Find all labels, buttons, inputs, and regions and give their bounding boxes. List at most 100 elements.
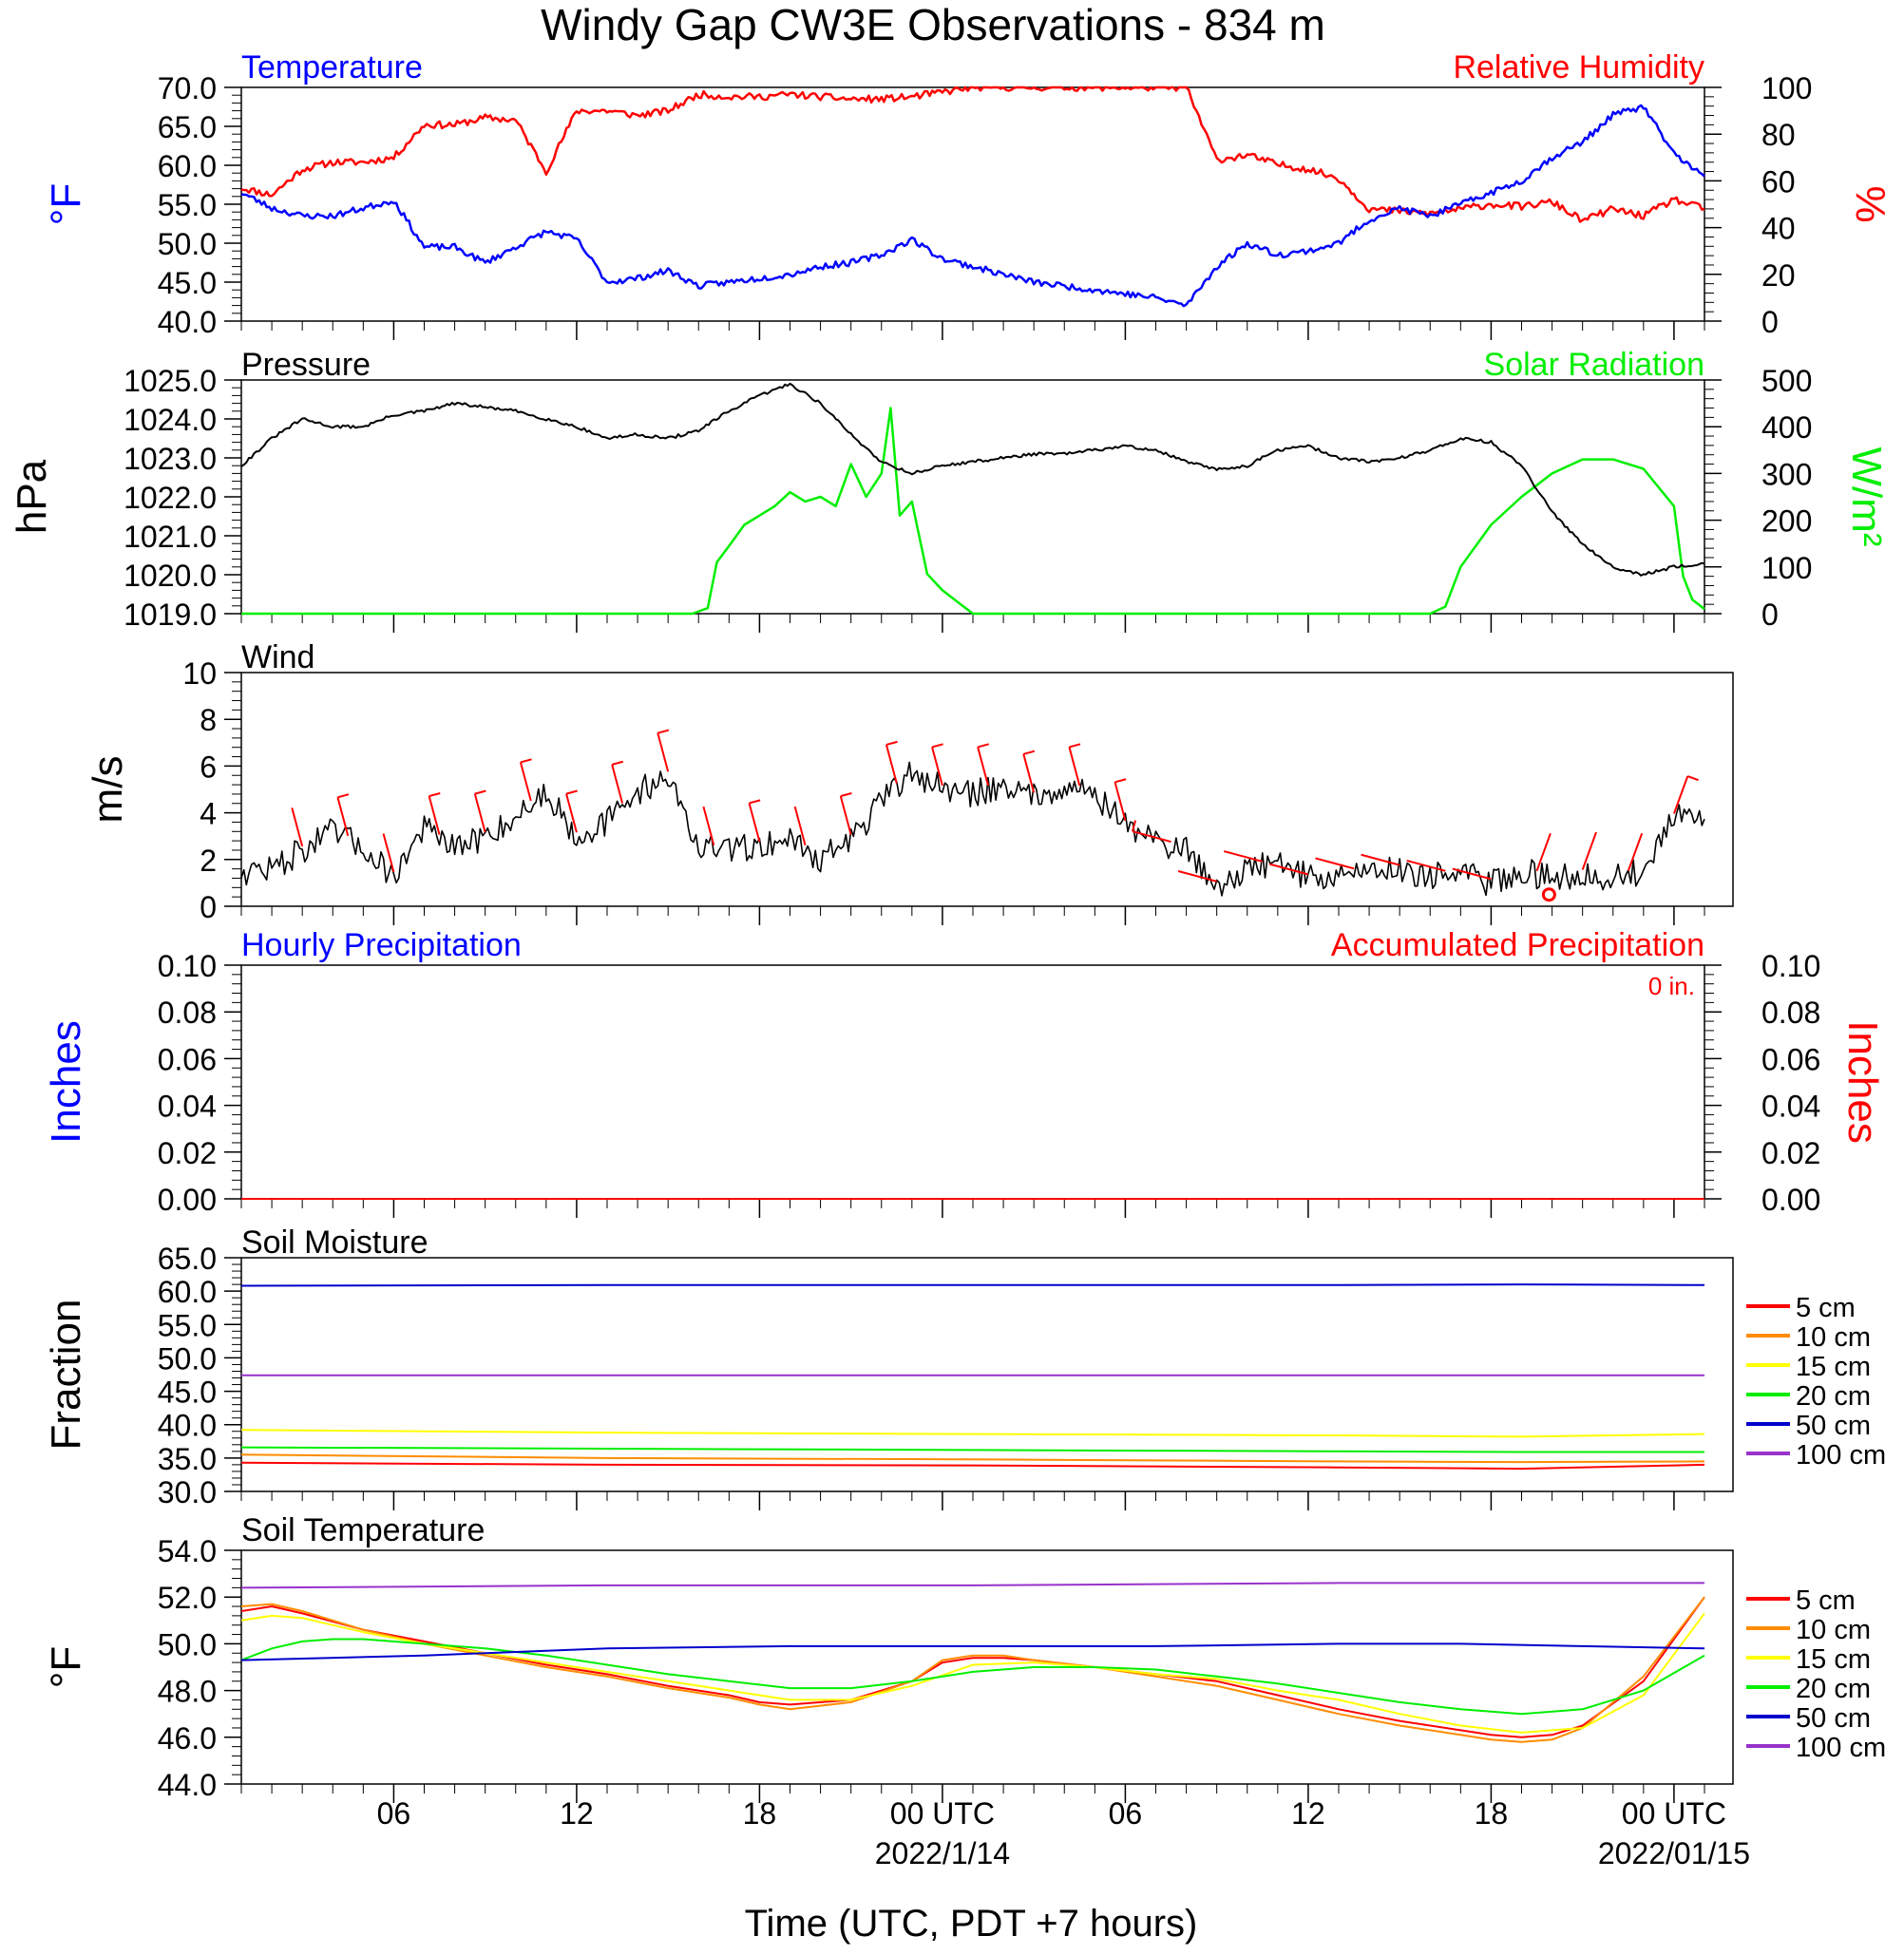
humidity-axis: 100 80 60 40 20 0 (1704, 71, 1812, 339)
time-ticks (240, 1784, 1705, 1803)
time-tick-label: 18 (1475, 1796, 1509, 1831)
legend-label: 50 cm (1796, 1411, 1871, 1441)
legend-label: 100 cm (1796, 1733, 1886, 1763)
wind-barb (657, 732, 670, 772)
wind-barb (748, 803, 761, 843)
tick-label: 54.0 (158, 1534, 217, 1568)
tick-label: 1020.0 (124, 559, 217, 593)
wind-barb-flag (1686, 775, 1699, 782)
tick-label: 0.06 (1761, 1042, 1820, 1076)
soil-line-10cm (240, 1596, 1705, 1743)
wind-title: Wind (241, 639, 314, 675)
wind-barb (1452, 867, 1492, 881)
accum-precip-label: 0 in. (1648, 972, 1695, 1000)
solar-title: Solar Radiation (1484, 347, 1704, 383)
legend-label: 15 cm (1796, 1352, 1871, 1382)
humidity-unit: % (1847, 185, 1894, 222)
legend-label: 20 cm (1796, 1674, 1871, 1704)
hourly-precip-unit: Inches (43, 1020, 89, 1144)
soil-line-10cm (240, 1453, 1705, 1464)
tick-label: 80 (1761, 118, 1796, 152)
wind-barb (291, 807, 304, 847)
soil-moisture-title: Soil Moisture (241, 1224, 428, 1261)
soil-line-15cm (240, 1612, 1705, 1734)
tick-label: 100 (1761, 71, 1812, 105)
tick-label: 50.0 (158, 1627, 217, 1661)
soil-moisture-series (240, 1283, 1705, 1471)
wind-barb-flag (1069, 743, 1081, 749)
wind-barb (885, 744, 898, 784)
tick-label: 45.0 (158, 1376, 217, 1410)
legend-label: 10 cm (1796, 1322, 1871, 1353)
accum-precip-axis: 0.10 0.08 0.06 0.04 0.02 0.00 (1704, 949, 1820, 1217)
wind-barb (977, 747, 990, 787)
wind-barb-flag (977, 743, 990, 749)
plot-frame (240, 964, 1705, 1200)
pressure-unit: hPa (9, 459, 55, 534)
tick-label: 100 (1761, 551, 1812, 585)
temperature-humidity-panel: Temperature Relative Humidity °F % 70.0 6… (43, 49, 1894, 340)
tick-label: 0.10 (158, 949, 217, 983)
tick-label: 0 (1761, 598, 1779, 632)
wind-barb (473, 793, 486, 833)
legend-label: 20 cm (1796, 1381, 1871, 1412)
plot-frame (240, 379, 1705, 615)
wind-barb (1223, 850, 1264, 863)
tick-label: 6 (200, 750, 217, 784)
soil-moisture-axis: 65.060.055.050.045.040.035.030.0 (158, 1242, 241, 1509)
tick-label: 65.0 (158, 1242, 217, 1276)
solar-unit: W/m² (1843, 446, 1890, 546)
x-axis-label: Time (UTC, PDT +7 hours) (745, 1903, 1198, 1945)
tick-label: 300 (1761, 457, 1812, 491)
date-label: 2022/01/15 (1598, 1836, 1750, 1870)
wind-barb (839, 795, 852, 835)
soil-temperature-series (240, 1582, 1705, 1743)
wind-barb (931, 747, 943, 787)
tick-label: 8 (200, 703, 217, 737)
wind-barb-flag (474, 789, 486, 795)
humidity-line (240, 85, 1705, 223)
soil-line-20cm (240, 1446, 1704, 1453)
humidity-title: Relative Humidity (1453, 49, 1704, 85)
wind-barb (793, 806, 807, 845)
tick-label: 1025.0 (124, 364, 217, 398)
time-ticks (240, 614, 1705, 633)
wind-barb (1022, 753, 1036, 793)
tick-label: 40 (1761, 212, 1796, 246)
tick-label: 70.0 (158, 71, 217, 105)
wind-unit: m/s (85, 756, 131, 824)
solar-radiation-line (241, 407, 1705, 616)
tick-label: 30.0 (158, 1475, 217, 1509)
soil-line-100cm (240, 1582, 1704, 1589)
tick-label: 65.0 (158, 110, 217, 144)
wind-barb-flag (1114, 778, 1127, 784)
hourly-precip-axis: 0.10 0.08 0.06 0.04 0.02 0.00 (158, 949, 241, 1217)
soil-temperature-unit: °F (43, 1646, 89, 1688)
legend-label: 15 cm (1796, 1644, 1871, 1675)
temperature-line (240, 104, 1705, 308)
soil-line-50cm (240, 1283, 1705, 1287)
wind-barb (702, 806, 715, 845)
tick-label: 20 (1761, 258, 1796, 293)
time-tick-label: 06 (1109, 1796, 1143, 1831)
soil-temperature-axis: 54.0 52.0 50.0 48.0 46.0 44.0 (158, 1534, 241, 1802)
tick-label: 1019.0 (124, 598, 217, 632)
tick-label: 1024.0 (124, 403, 217, 437)
wind-barb (1361, 853, 1400, 866)
pressure-solar-panel: Pressure Solar Radiation hPa W/m² 1025.0… (9, 347, 1890, 633)
time-tick-label: 00 UTC (890, 1796, 995, 1831)
tick-label: 0.04 (158, 1090, 217, 1124)
wind-barb (1406, 859, 1446, 872)
wind-barb-flag (1132, 820, 1137, 832)
soil-moisture-unit: Fraction (43, 1300, 89, 1451)
time-axis-labels: 06 12 18 00 UTC 06 12 18 00 UTC 2022/1/14 2022/01… (377, 1796, 1750, 1870)
wind-barb-flag (1023, 750, 1036, 755)
tick-label: 0.06 (158, 1042, 217, 1076)
soil-temperature-title: Soil Temperature (241, 1512, 485, 1548)
wind-barb (1177, 870, 1217, 883)
wind-barb (336, 797, 350, 837)
tick-label: 1021.0 (124, 520, 217, 554)
